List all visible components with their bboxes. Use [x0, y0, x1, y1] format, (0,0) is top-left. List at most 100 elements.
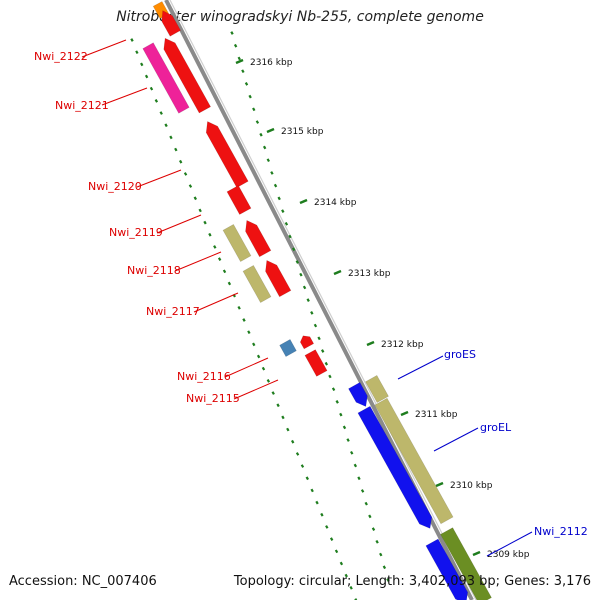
- tick-dot: [286, 427, 290, 432]
- tick-dot: [371, 527, 376, 531]
- gene-top-red: [161, 10, 182, 37]
- tick-dot: [252, 342, 256, 347]
- tick-dot: [354, 598, 358, 600]
- leader-line: [397, 355, 444, 380]
- tick-dot: [222, 269, 227, 274]
- gene-nwi-2121: [163, 37, 212, 114]
- tick-dot: [179, 159, 183, 164]
- tick-dot: [335, 400, 339, 404]
- major-tick: [435, 481, 444, 488]
- gene-label-right: groES: [444, 348, 476, 361]
- gene-nwi-2119: [222, 223, 252, 263]
- tick-dot: [315, 500, 319, 505]
- major-tick: [235, 58, 244, 65]
- tick-dot: [188, 184, 193, 188]
- tick-dot: [295, 260, 299, 264]
- kbp-label: 2314 kbp: [314, 198, 357, 208]
- tick-dot: [271, 391, 275, 395]
- tick-dot: [344, 573, 348, 578]
- tick-dot: [334, 549, 339, 554]
- tick-dot: [291, 439, 295, 444]
- leader-line: [156, 214, 202, 234]
- tick-dot: [273, 183, 278, 188]
- gene-label-left: Nwi_2119: [109, 226, 163, 239]
- backbone-highlight: [169, 0, 477, 600]
- leader-line: [81, 39, 127, 58]
- tick-dot: [276, 403, 280, 408]
- tick-dot: [306, 298, 310, 302]
- tick-dot: [364, 501, 368, 506]
- tick-dot: [241, 69, 245, 74]
- tick-dot: [325, 525, 329, 529]
- gene-label-left: Nwi_2118: [127, 264, 181, 277]
- kbp-label: 2309 kbp: [487, 550, 530, 560]
- tick-dot: [248, 94, 252, 99]
- tick-dot: [350, 450, 354, 455]
- tick-dot: [357, 476, 361, 481]
- tick-dot: [247, 330, 251, 335]
- tick-dot: [328, 374, 332, 379]
- tick-dot: [256, 354, 261, 359]
- gene-nwi-2120: [205, 121, 249, 189]
- gene-nwi-2112-blue: [425, 538, 469, 600]
- tick-dot: [375, 539, 379, 544]
- tick-dot: [244, 82, 249, 86]
- tick-dot: [154, 99, 159, 103]
- tick-dot: [255, 120, 260, 124]
- tick-dot: [295, 452, 300, 456]
- gene-label-left: Nwi_2122: [34, 50, 88, 63]
- gene-nwi-2117: [265, 259, 292, 298]
- leader-line: [174, 251, 222, 272]
- kbp-label: 2311 kbp: [415, 410, 458, 420]
- major-tick: [400, 410, 409, 417]
- tick-dot: [382, 565, 387, 570]
- tick-dot: [300, 464, 305, 468]
- kbp-label: 2312 kbp: [381, 340, 424, 350]
- tick-dot: [339, 561, 344, 566]
- tick-dot: [261, 366, 266, 371]
- major-tick: [266, 127, 275, 134]
- tick-dot: [386, 578, 390, 582]
- tick-dot: [237, 305, 241, 310]
- major-tick: [366, 340, 375, 347]
- tick-dot: [339, 412, 343, 417]
- topology-text: Topology: circular; Length: 3,402,093 bp…: [233, 574, 591, 589]
- kbp-label: 2316 kbp: [250, 58, 293, 68]
- tick-dot: [281, 415, 285, 420]
- tick-dot: [198, 208, 202, 213]
- tick-dot: [368, 514, 372, 519]
- tick-dot: [164, 123, 168, 128]
- tick-dot: [310, 488, 314, 493]
- inner-tick-track: [130, 38, 358, 600]
- tick-dot: [360, 489, 365, 493]
- tick-dot: [299, 272, 303, 277]
- gene-nwi-2118: [242, 264, 272, 304]
- tick-dot: [270, 171, 274, 175]
- tick-dot: [262, 145, 267, 150]
- tick-dot: [379, 552, 383, 557]
- tick-dot: [193, 196, 197, 201]
- tick-dot: [159, 111, 163, 115]
- gene-groel: [374, 397, 454, 525]
- gene-label-right: Nwi_2112: [534, 525, 588, 538]
- leader-line: [193, 292, 239, 313]
- leader-line: [433, 427, 479, 452]
- tick-dot: [230, 31, 234, 35]
- gene-groes-blue: [348, 381, 368, 407]
- tick-dot: [208, 232, 212, 237]
- major-tick: [333, 269, 342, 276]
- gene-label-right: groEL: [480, 421, 512, 434]
- outer-tick-track: [230, 31, 390, 582]
- tick-dot: [266, 379, 271, 383]
- gene-label-left: Nwi_2117: [146, 305, 200, 318]
- accession-text: Accession: NC_007406: [9, 574, 157, 589]
- tick-dot: [203, 220, 207, 225]
- gene-label-left: Nwi_2120: [88, 180, 142, 193]
- tick-dot: [331, 387, 336, 392]
- tick-dot: [349, 585, 353, 590]
- gene-nwi-2116: [279, 338, 297, 358]
- tick-dot: [169, 135, 173, 140]
- gene-nwi-2119b: [245, 219, 272, 258]
- gene-label-left: Nwi_2121: [55, 99, 109, 112]
